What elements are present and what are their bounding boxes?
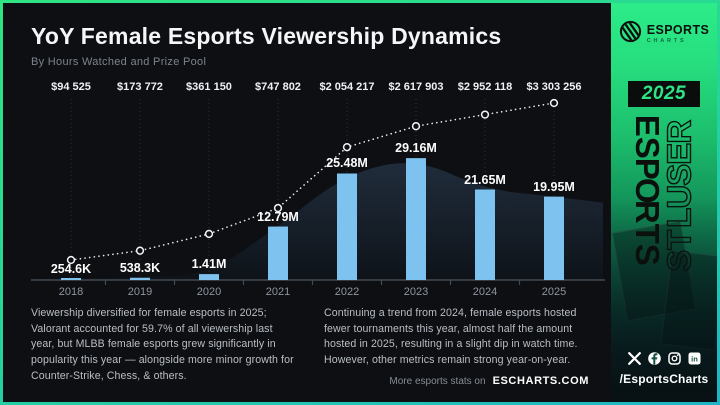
bar — [61, 278, 81, 280]
bar-value-label: 21.65M — [464, 172, 506, 187]
infographic-canvas: YoY Female Esports Viewership Dynamics B… — [3, 3, 717, 402]
footer-site-link[interactable]: ESCHARTS.COM — [492, 375, 589, 387]
prize-point — [342, 143, 352, 152]
year-label: 2019 — [127, 286, 153, 298]
page-subtitle: By Hours Watched and Prize Pool — [31, 56, 207, 68]
prize-point — [411, 122, 421, 131]
prize-pool-label: $2 617 903 — [388, 81, 444, 93]
prize-point — [273, 203, 283, 213]
linkedin-icon[interactable]: in — [688, 352, 701, 365]
esports-charts-logo: ESPORTS CHARTS — [611, 19, 717, 48]
bar-value-label: 29.16M — [395, 141, 437, 156]
prize-pool-label: $2 952 118 — [457, 81, 513, 93]
prize-pool-label: $94 525 — [51, 81, 91, 93]
social-links: in — [611, 352, 717, 365]
prize-point — [480, 110, 490, 119]
summary-left: Viewership diversified for female esport… — [31, 307, 294, 382]
prize-pool-label: $747 802 — [255, 81, 301, 93]
bar-value-label: 12.79M — [257, 209, 299, 224]
year-label: 2024 — [472, 286, 498, 298]
prize-point — [66, 255, 76, 265]
x-icon[interactable] — [627, 352, 641, 365]
prize-line — [70, 102, 555, 261]
page-title: YoY Female Esports Viewership Dynamics — [31, 23, 502, 49]
bar — [268, 226, 288, 280]
bar — [130, 277, 150, 280]
bar-value-label: 19.95M — [533, 179, 575, 194]
year-label: 2022 — [334, 286, 360, 298]
facebook-icon[interactable] — [647, 352, 661, 365]
footer: More esports stats on ESCHARTS.COM — [389, 375, 589, 387]
prize-pool-label: $2 054 217 — [319, 81, 375, 93]
gaming-setup-photo — [611, 198, 717, 402]
area-silhouette — [33, 163, 603, 280]
prize-pool-label: $3 303 256 — [526, 81, 582, 93]
year-badge: 2025 — [628, 81, 700, 107]
brand-name: ESPORTS — [646, 22, 710, 37]
svg-text:in: in — [691, 355, 698, 364]
bar — [337, 173, 357, 280]
instagram-icon[interactable] — [667, 352, 681, 365]
bar — [475, 189, 495, 280]
prize-point — [135, 246, 145, 255]
year-label: 2018 — [58, 286, 84, 298]
prize-point — [204, 229, 214, 239]
header: YoY Female Esports Viewership Dynamics B… — [31, 23, 501, 68]
bar — [406, 158, 426, 280]
year-label: 2023 — [403, 286, 429, 298]
bar — [199, 274, 219, 280]
social-handle[interactable]: /EsportsCharts — [619, 372, 709, 386]
summary-right: Continuing a trend from 2024, female esp… — [324, 307, 578, 367]
bar-value-label: 1.41M — [191, 257, 227, 272]
bar-value-label: 25.48M — [326, 156, 368, 171]
footer-text: More esports stats on — [389, 376, 486, 387]
main-panel: YoY Female Esports Viewership Dynamics B… — [3, 3, 605, 402]
prize-pool-label: $173 772 — [117, 81, 163, 93]
bar-value-label: 538.3K — [119, 260, 161, 275]
prize-point — [549, 98, 559, 108]
summary-paragraphs: Viewership diversified for female esport… — [31, 306, 589, 384]
brand-sub: CHARTS — [646, 38, 687, 45]
year-label: 2021 — [265, 286, 291, 298]
esports-charts-logo-icon — [619, 19, 642, 48]
year-label: 2020 — [196, 286, 222, 298]
bar — [544, 196, 564, 280]
viewership-chart: $94 525 254.6K 2018 $173 772 538.3K 2019 $361 … — [23, 75, 609, 305]
bar-value-label: 254.6K — [50, 261, 92, 276]
prize-pool-label: $361 150 — [186, 81, 232, 93]
chart-canvas — [31, 98, 605, 285]
year-badge-text: 2025 — [641, 83, 687, 104]
year-label: 2025 — [541, 286, 567, 298]
